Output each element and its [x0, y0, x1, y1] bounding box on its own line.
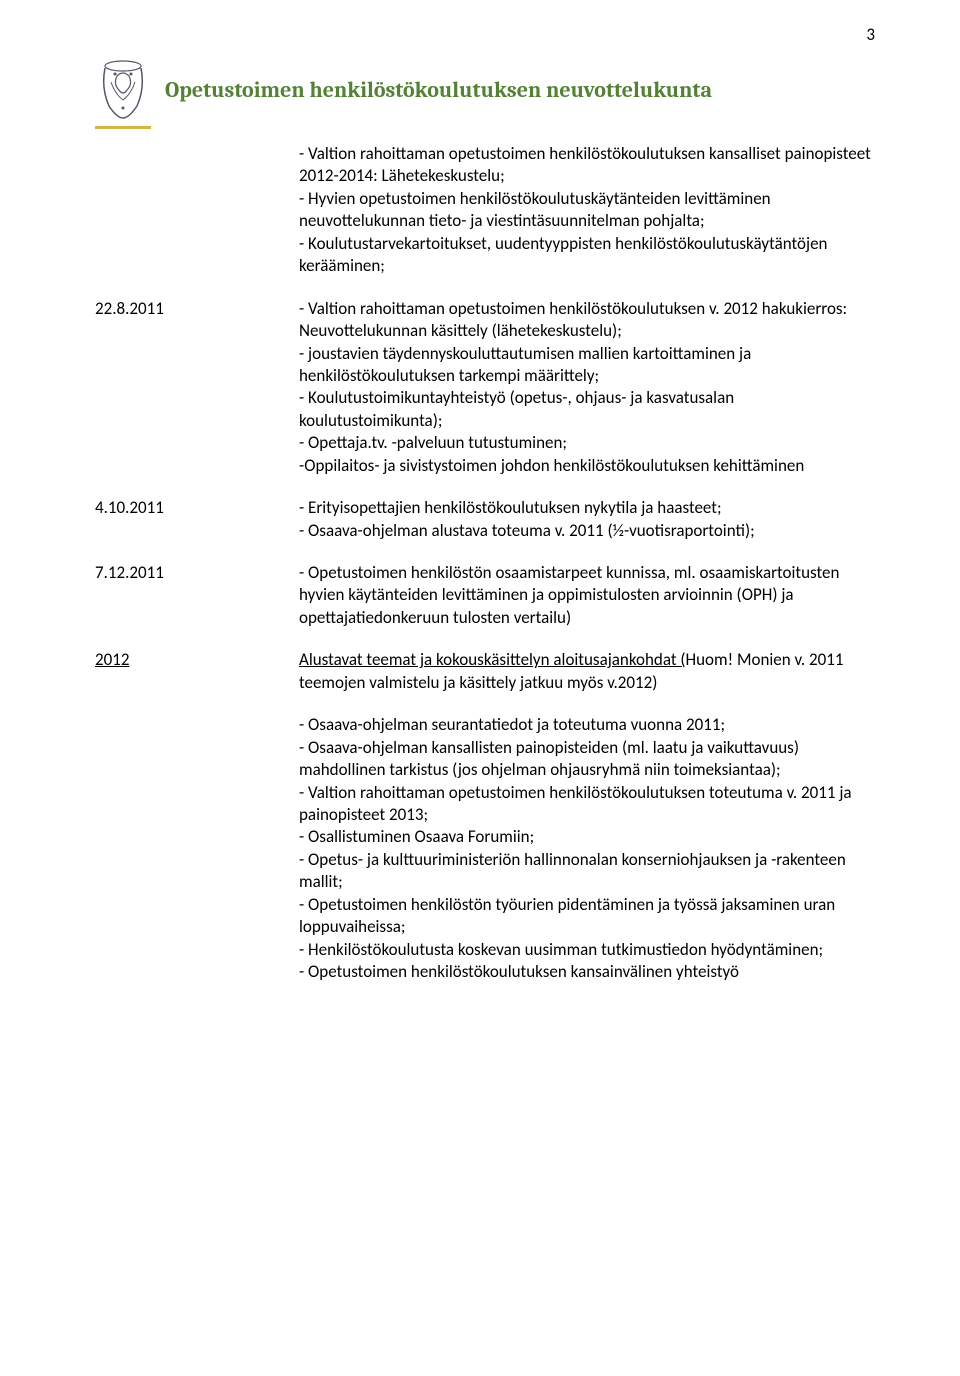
- bullets-block: - Osaava-ohjelman seurantatiedot ja tote…: [299, 714, 875, 983]
- entries-container: 22.8.2011- Valtion rahoittaman opetustoi…: [95, 298, 875, 630]
- entry-row: 4.10.2011- Erityisopettajien henkilöstök…: [95, 497, 875, 542]
- entry-body: - Erityisopettajien henkilöstökoulutukse…: [299, 497, 875, 542]
- entry-row: 22.8.2011- Valtion rahoittaman opetustoi…: [95, 298, 875, 478]
- entry-body: - Valtion rahoittaman opetustoimen henki…: [299, 298, 875, 478]
- page-number: 3: [866, 24, 875, 45]
- header-title: Opetustoimen henkilöstökoulutuksen neuvo…: [165, 77, 712, 103]
- entry-date: 7.12.2011: [95, 562, 299, 629]
- intro-block: - Valtion rahoittaman opetustoimen henki…: [299, 143, 875, 278]
- entry-date: 22.8.2011: [95, 298, 299, 478]
- entry-body: - Opetustoimen henkilöstön osaamistarpee…: [299, 562, 875, 629]
- year-label: 2012: [95, 649, 299, 694]
- header-divider: [95, 126, 151, 129]
- year-underlined: Alustavat teemat ja kokouskäsittelyn alo…: [299, 649, 686, 670]
- document-page: 3 Opetustoimen henkilöstökoulutuksen neu…: [0, 0, 960, 1033]
- page-header: Opetustoimen henkilöstökoulutuksen neuvo…: [95, 60, 875, 120]
- year-body: Alustavat teemat ja kokouskäsittelyn alo…: [299, 649, 875, 694]
- entry-row: 7.12.2011- Opetustoimen henkilöstön osaa…: [95, 562, 875, 629]
- year-row: 2012 Alustavat teemat ja kokouskäsittely…: [95, 649, 875, 694]
- crest-icon: [95, 60, 151, 120]
- entry-date: 4.10.2011: [95, 497, 299, 542]
